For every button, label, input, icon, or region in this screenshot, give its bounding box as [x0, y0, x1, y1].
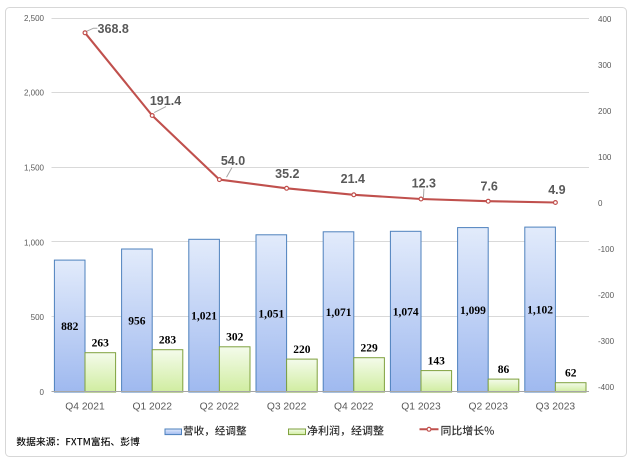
svg-text:143: 143: [428, 355, 446, 367]
svg-text:1,051: 1,051: [258, 308, 284, 320]
svg-text:7.6: 7.6: [481, 180, 498, 194]
svg-text:-200: -200: [598, 291, 615, 300]
svg-text:0: 0: [40, 388, 45, 397]
svg-text:4.9: 4.9: [548, 183, 565, 197]
svg-text:200: 200: [598, 107, 612, 116]
svg-text:283: 283: [159, 334, 177, 346]
svg-text:302: 302: [226, 332, 244, 344]
svg-text:86: 86: [498, 364, 510, 376]
svg-text:Q3 2022: Q3 2022: [267, 402, 307, 413]
svg-text:1,021: 1,021: [191, 311, 217, 323]
svg-text:956: 956: [128, 316, 146, 328]
svg-text:500: 500: [31, 313, 45, 322]
svg-text:Q1 2023: Q1 2023: [401, 402, 441, 413]
svg-text:35.2: 35.2: [275, 167, 299, 181]
svg-text:400: 400: [598, 15, 612, 24]
svg-text:Q3 2023: Q3 2023: [536, 402, 576, 413]
svg-text:-100: -100: [598, 245, 615, 254]
svg-text:229: 229: [360, 342, 378, 354]
svg-text:882: 882: [61, 321, 79, 333]
svg-text:0: 0: [598, 199, 603, 208]
svg-text:368.8: 368.8: [98, 22, 129, 36]
svg-text:Q1 2022: Q1 2022: [132, 402, 172, 413]
svg-text:1,074: 1,074: [393, 307, 419, 319]
svg-text:1,102: 1,102: [527, 305, 553, 317]
svg-text:12.3: 12.3: [412, 176, 436, 190]
svg-text:Q2 2022: Q2 2022: [200, 402, 240, 413]
svg-text:100: 100: [598, 153, 612, 162]
svg-text:Q4 2021: Q4 2021: [65, 402, 105, 413]
svg-text:263: 263: [92, 337, 110, 349]
svg-text:-400: -400: [598, 383, 615, 392]
svg-text:220: 220: [293, 344, 311, 356]
svg-text:300: 300: [598, 61, 612, 70]
svg-text:2,500: 2,500: [24, 14, 45, 23]
svg-text:1,071: 1,071: [326, 307, 352, 319]
svg-text:Q4 2022: Q4 2022: [334, 402, 374, 413]
svg-text:191.4: 191.4: [150, 94, 181, 108]
svg-text:2,000: 2,000: [24, 89, 45, 98]
svg-text:54.0: 54.0: [221, 154, 245, 168]
svg-text:1,500: 1,500: [24, 164, 45, 173]
svg-text:1,099: 1,099: [460, 305, 486, 317]
svg-text:21.4: 21.4: [341, 172, 365, 186]
svg-text:62: 62: [565, 367, 577, 379]
svg-text:1,000: 1,000: [24, 238, 45, 247]
svg-text:Q2 2023: Q2 2023: [468, 402, 508, 413]
svg-text:-300: -300: [598, 337, 615, 346]
